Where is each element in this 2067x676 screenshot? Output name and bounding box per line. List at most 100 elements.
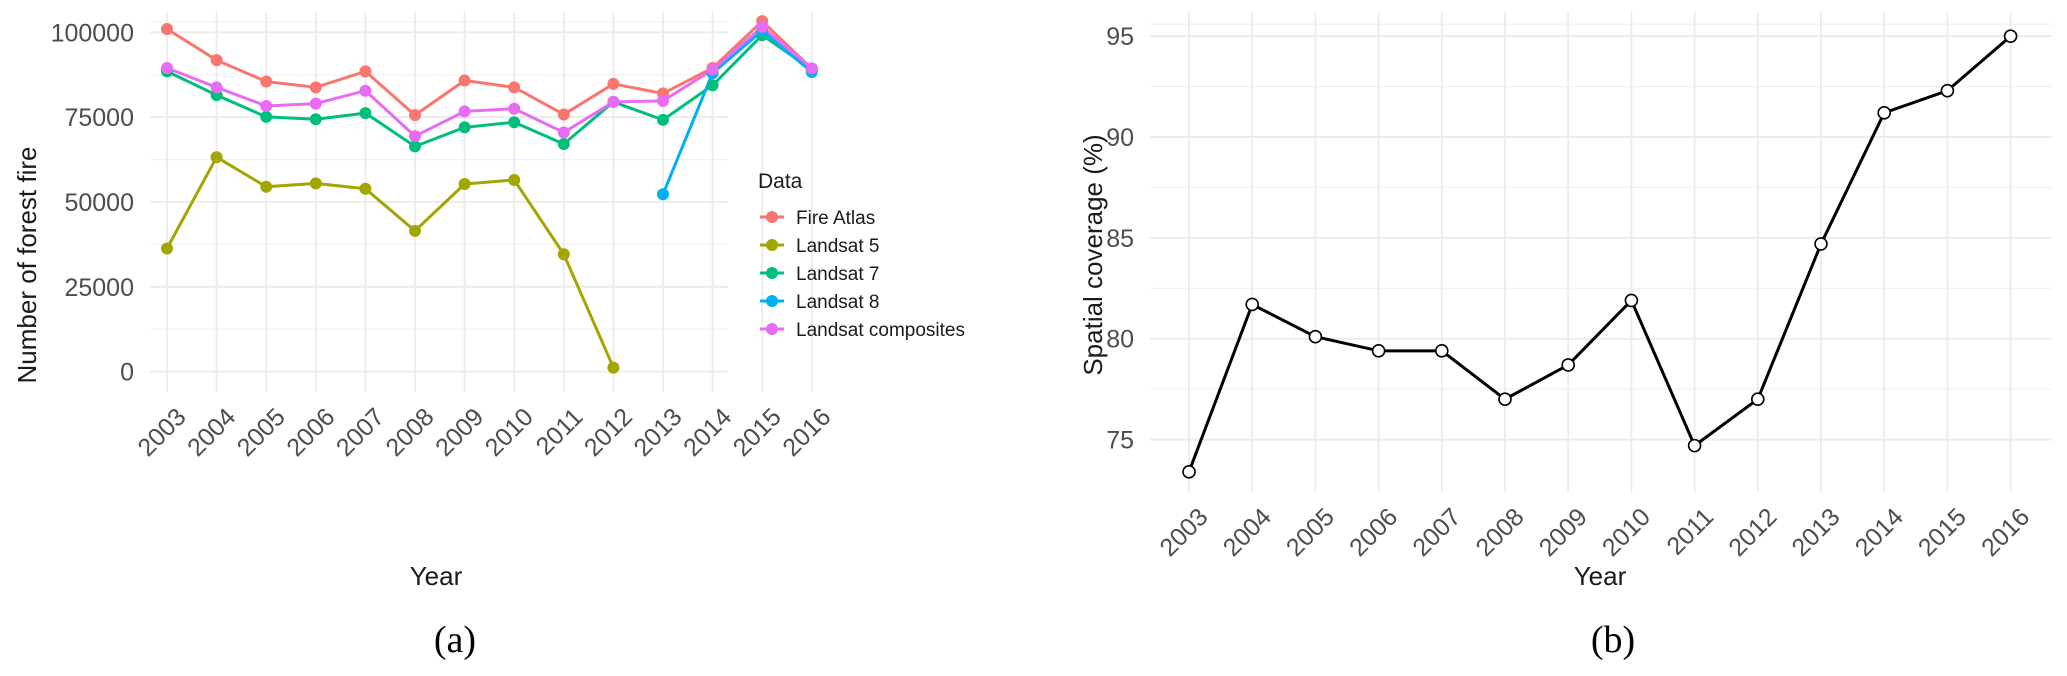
x-tick-label: 2015 — [728, 403, 787, 462]
data-point-fire-atlas — [607, 77, 620, 90]
data-point-landsat-7 — [260, 110, 273, 123]
panel-b-gridlines — [1150, 12, 2052, 492]
panel-b-series-lines — [1187, 35, 2012, 473]
legend-key-point — [766, 239, 778, 251]
legend-key-point — [766, 295, 778, 307]
data-point — [1435, 344, 1449, 358]
data-point-fire-atlas — [557, 108, 570, 121]
legend-label: Landsat composites — [796, 320, 965, 341]
x-tick-label: 2007 — [1407, 503, 1466, 562]
data-point-fire-atlas — [260, 75, 273, 88]
y-tick-label: 80 — [1106, 326, 1134, 354]
data-point — [1877, 106, 1891, 120]
x-tick-label: 2004 — [182, 403, 241, 462]
data-point-landsat-7 — [409, 140, 421, 153]
data-point-landsat-5 — [161, 242, 173, 255]
panel-a-caption: (a) — [434, 619, 476, 661]
data-point-fire-atlas — [409, 109, 421, 122]
data-point-landsat-5 — [409, 224, 421, 237]
panel-a-x-axis-title: Year — [410, 561, 463, 591]
panel-a-x-tick-labels: 2003200420052006200720082009201020112012… — [132, 403, 836, 462]
data-point-landsat-composites — [409, 130, 421, 143]
legend-item: Landsat 8 — [760, 292, 879, 313]
legend-item: Landsat 5 — [760, 236, 879, 257]
data-point-fire-atlas — [161, 22, 173, 35]
data-point — [1245, 297, 1259, 312]
data-point-landsat-7 — [458, 121, 471, 134]
data-point-landsat-composites — [607, 95, 620, 108]
data-point-landsat-7 — [657, 113, 669, 126]
data-point — [1498, 392, 1512, 407]
data-point-landsat-composites — [508, 102, 521, 115]
x-tick-label: 2013 — [628, 403, 687, 462]
legend-key-point — [766, 267, 778, 279]
data-point — [1561, 358, 1575, 372]
x-tick-label: 2005 — [232, 403, 291, 462]
data-point-fire-atlas — [508, 81, 521, 94]
legend-key-point — [766, 323, 778, 335]
x-tick-label: 2013 — [1786, 503, 1845, 562]
x-tick-label: 2010 — [480, 403, 539, 462]
data-point-landsat-composites — [458, 105, 471, 118]
x-tick-label: 2009 — [1534, 503, 1593, 562]
panel-b-series-points — [1182, 29, 2018, 479]
data-point-landsat-7 — [359, 107, 372, 120]
panel-b-y-tick-labels: 75 80 85 90 95 — [1106, 23, 1134, 454]
y-tick-label: 25000 — [64, 274, 134, 302]
data-point-landsat-composites — [805, 62, 818, 75]
y-tick-label: 75 — [1106, 427, 1134, 455]
panel-b-y-axis-title: Spatial coverage (%) — [1078, 134, 1108, 375]
x-tick-label: 2006 — [281, 403, 340, 462]
x-tick-label: 2016 — [1976, 503, 2035, 562]
data-point-fire-atlas — [309, 81, 322, 94]
x-tick-label: 2008 — [1470, 503, 1529, 562]
data-point-landsat-composites — [557, 126, 570, 139]
data-point-landsat-5 — [210, 151, 223, 164]
x-tick-label: 2015 — [1913, 503, 1972, 562]
legend-item: Landsat 7 — [760, 264, 879, 285]
series-line-landsat-5 — [165, 155, 615, 369]
panel-b-x-axis-title: Year — [1574, 561, 1627, 591]
series-line-series — [1187, 35, 2012, 473]
panel-b-caption: (b) — [1591, 619, 1635, 661]
y-tick-label: 0 — [120, 359, 134, 387]
data-point — [1687, 438, 1702, 453]
data-point-fire-atlas — [458, 74, 471, 87]
data-point-landsat-composites — [210, 81, 223, 94]
data-point-landsat-composites — [657, 94, 669, 107]
x-tick-label: 2011 — [1661, 503, 1719, 561]
data-point-landsat-5 — [359, 182, 372, 195]
x-tick-label: 2007 — [331, 403, 390, 462]
data-point — [1182, 465, 1196, 479]
legend-label: Landsat 7 — [796, 264, 879, 285]
panel-b-x-tick-labels: 2003 2004 2005 2006 2007 2008 2009 2010 2011 2012… — [1154, 503, 2035, 562]
series-line-fire-atlas — [166, 19, 813, 117]
legend-label: Fire Atlas — [796, 208, 875, 229]
data-point-landsat-composites — [309, 97, 322, 110]
data-point-landsat-composites — [260, 99, 273, 112]
data-point-landsat-composites — [161, 61, 173, 74]
panel-a-series-lines — [165, 19, 813, 369]
x-tick-label: 2012 — [579, 403, 638, 462]
data-point — [1624, 293, 1639, 308]
y-tick-label: 90 — [1106, 124, 1134, 152]
data-point-landsat-composites — [359, 84, 372, 97]
legend-title: Data — [758, 170, 803, 193]
data-point-landsat-5 — [458, 178, 471, 191]
legend-item: Fire Atlas — [760, 208, 875, 229]
x-tick-label: 2003 — [1154, 503, 1213, 562]
data-point-landsat-5 — [260, 180, 273, 193]
panel-a-y-tick-labels: 0 25000 50000 75000 100000 — [51, 19, 134, 386]
data-point — [1371, 344, 1386, 358]
data-point-fire-atlas — [359, 65, 372, 78]
series-line-landsat-8 — [661, 29, 813, 195]
legend-label: Landsat 5 — [796, 236, 879, 257]
x-tick-label: 2003 — [132, 403, 191, 462]
x-tick-label: 2009 — [430, 403, 489, 462]
x-tick-label: 2010 — [1597, 503, 1656, 562]
data-point-landsat-7 — [706, 79, 719, 92]
x-tick-label: 2014 — [678, 403, 737, 462]
